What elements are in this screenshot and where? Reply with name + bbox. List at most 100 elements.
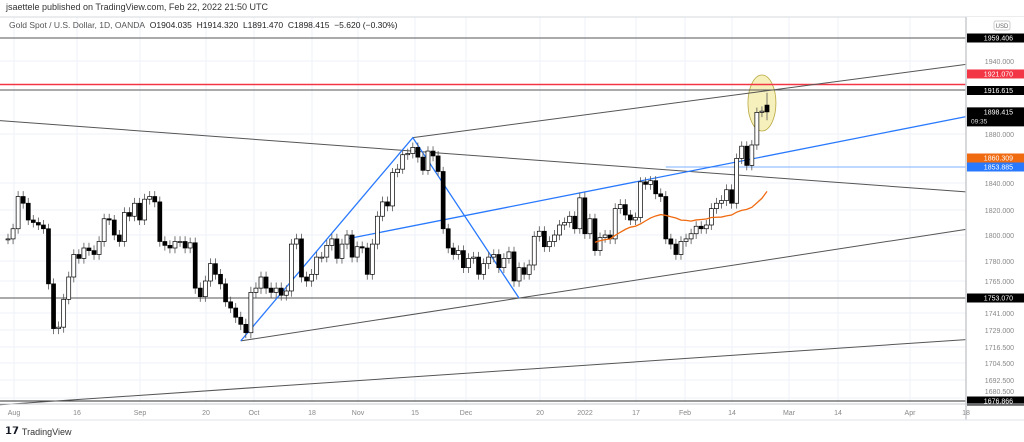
candle bbox=[531, 235, 537, 266]
candle bbox=[278, 287, 284, 296]
candle bbox=[729, 189, 734, 204]
candle bbox=[122, 212, 127, 242]
blue-trend bbox=[346, 115, 967, 240]
candle bbox=[258, 276, 264, 289]
candle bbox=[633, 217, 638, 221]
candle bbox=[263, 276, 269, 289]
time-tick-label: 16 bbox=[73, 410, 81, 417]
time-tick-label: 14 bbox=[728, 410, 736, 417]
candle bbox=[96, 241, 102, 255]
price-tick-label: 1780.000 bbox=[985, 259, 1014, 266]
price-tick-label: 1680.500 bbox=[985, 389, 1014, 396]
moving-average-line bbox=[594, 191, 768, 243]
time-tick-label: 18 bbox=[308, 410, 316, 417]
candle bbox=[759, 110, 765, 113]
candle bbox=[496, 254, 502, 269]
candle bbox=[734, 158, 739, 204]
price-label-badge bbox=[967, 153, 1024, 163]
candle bbox=[359, 246, 365, 249]
candle bbox=[602, 234, 608, 238]
candle bbox=[283, 290, 289, 296]
candle bbox=[425, 150, 431, 171]
ohlc-close: C1898.415 bbox=[287, 20, 330, 30]
candle bbox=[557, 224, 562, 236]
candle bbox=[516, 267, 522, 282]
candle bbox=[466, 258, 471, 269]
candle bbox=[719, 200, 724, 204]
price-label-text: 1916.615 bbox=[984, 88, 1013, 95]
candle bbox=[81, 247, 87, 259]
candle bbox=[648, 180, 653, 185]
ohlc-low: L1891.470 bbox=[242, 20, 284, 30]
price-label-text: 1860.309 bbox=[984, 156, 1013, 163]
candle bbox=[187, 242, 193, 249]
candle bbox=[622, 204, 628, 216]
candle bbox=[714, 202, 719, 210]
candle bbox=[213, 263, 218, 275]
candle bbox=[663, 196, 669, 240]
candle bbox=[445, 228, 451, 249]
time-tick-label: Dec bbox=[460, 410, 473, 417]
price-tick-label: 1716.500 bbox=[985, 345, 1014, 352]
time-tick-label: 18 bbox=[962, 410, 970, 417]
price-label-text: 1853.885 bbox=[984, 165, 1013, 172]
candle bbox=[218, 273, 223, 285]
candle bbox=[617, 204, 623, 210]
candle bbox=[440, 171, 446, 230]
symbol-legend: Gold Spot / U.S. Dollar, 1D, OANDA O1904… bbox=[9, 20, 398, 30]
candle bbox=[536, 230, 542, 237]
candle bbox=[390, 172, 395, 207]
candle bbox=[349, 234, 355, 258]
candle bbox=[678, 241, 684, 255]
candle bbox=[410, 147, 416, 154]
candle bbox=[628, 214, 633, 221]
time-tick-label: 20 bbox=[536, 410, 544, 417]
symbol-name[interactable]: Gold Spot / U.S. Dollar, 1D, OANDA bbox=[9, 20, 146, 30]
price-label-text: 1921.070 bbox=[984, 71, 1013, 78]
candle bbox=[182, 241, 188, 249]
candle bbox=[491, 254, 497, 258]
price-label-badge bbox=[967, 162, 1024, 172]
candle bbox=[167, 245, 173, 249]
price-tick-label: 1820.000 bbox=[985, 208, 1014, 215]
candle bbox=[228, 301, 233, 309]
candle bbox=[461, 250, 466, 269]
candle bbox=[5, 238, 11, 241]
price-label-badge bbox=[967, 86, 1024, 95]
time-tick-label: Feb bbox=[679, 410, 691, 417]
candle bbox=[132, 202, 137, 217]
time-axis[interactable]: Aug 16 Sep 20 Oct 18 Nov 15 Dec 20 2022 17 Feb 14 Mar 1… bbox=[0, 403, 1024, 421]
countdown-label: 09:35 bbox=[971, 118, 988, 125]
time-tick-label: 15 bbox=[411, 410, 419, 417]
candle bbox=[101, 218, 107, 242]
candle bbox=[41, 224, 46, 230]
candle bbox=[395, 168, 400, 173]
candle bbox=[273, 287, 279, 293]
highlight-ellipse bbox=[747, 74, 777, 132]
candle bbox=[202, 280, 208, 298]
price-chart[interactable]: USD 1940.000 1880.000 1840.000 1820.000 1800.… bbox=[0, 0, 1024, 422]
candle bbox=[137, 202, 142, 221]
candle bbox=[683, 238, 689, 242]
candle bbox=[152, 196, 158, 203]
candle bbox=[577, 197, 583, 230]
price-label-badge bbox=[967, 33, 1024, 43]
price-label-badge bbox=[967, 293, 1024, 303]
candle bbox=[552, 234, 557, 242]
candle bbox=[309, 273, 314, 282]
candle bbox=[86, 247, 92, 251]
candle bbox=[76, 254, 82, 259]
candle bbox=[658, 193, 664, 197]
candle bbox=[501, 258, 507, 269]
price-tick-label: 1741.000 bbox=[985, 311, 1014, 318]
candle bbox=[339, 243, 345, 259]
candle bbox=[506, 251, 512, 259]
candle bbox=[116, 234, 122, 242]
candle bbox=[521, 267, 527, 275]
price-tick-label: 1880.000 bbox=[985, 132, 1014, 139]
time-tick-label: 14 bbox=[834, 410, 842, 417]
candle bbox=[36, 222, 41, 226]
price-axis[interactable]: USD 1940.000 1880.000 1840.000 1820.000 1800.… bbox=[965, 17, 1024, 420]
candle bbox=[668, 238, 674, 245]
candle bbox=[385, 201, 390, 207]
